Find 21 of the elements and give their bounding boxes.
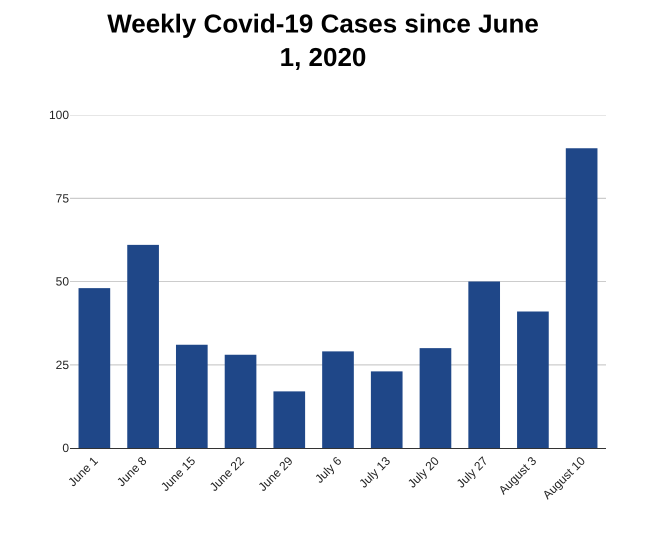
- x-tick-label: July 20: [405, 454, 442, 491]
- y-tick-label: 75: [56, 191, 70, 206]
- x-tick-label: July 6: [312, 454, 345, 486]
- chart-title: Weekly Covid-19 Cases since June 1, 2020: [107, 8, 539, 72]
- bar: [517, 311, 549, 448]
- bar: [420, 348, 452, 448]
- y-tick-label: 100: [48, 108, 70, 122]
- bar: [78, 288, 110, 448]
- bar: [370, 371, 403, 448]
- y-tick-label: 50: [56, 274, 70, 289]
- bar: [566, 148, 598, 448]
- bar: [224, 354, 256, 448]
- y-tick-label: 0: [62, 441, 70, 456]
- bar: [176, 344, 208, 448]
- bar: [322, 351, 354, 448]
- x-tick-label: July 27: [454, 454, 491, 491]
- y-tick-label: 25: [56, 358, 70, 372]
- bar: [127, 244, 159, 448]
- bar: [273, 391, 306, 448]
- bar: [468, 282, 500, 448]
- x-tick-label: July 13: [356, 454, 394, 491]
